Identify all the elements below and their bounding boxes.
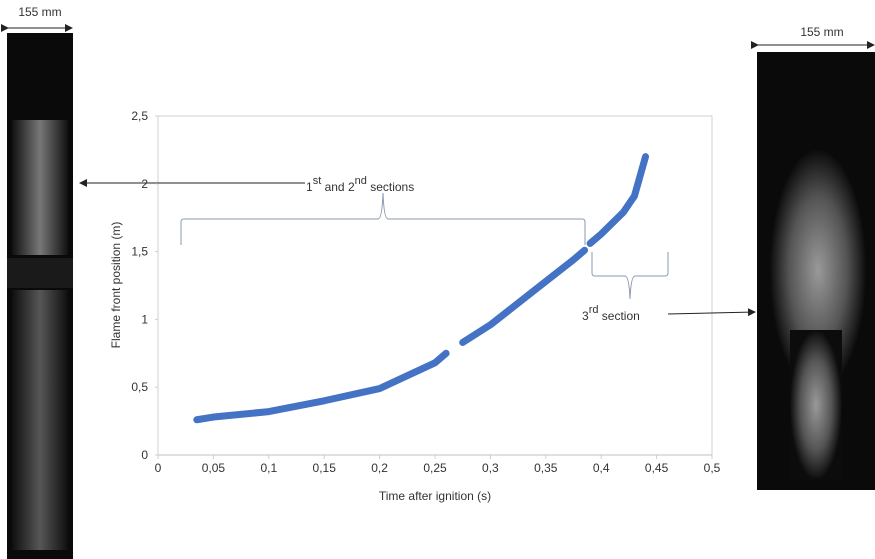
x-axis-label: Time after ignition (s) <box>379 489 491 503</box>
y-tick-label: 1 <box>141 312 148 326</box>
brace <box>180 192 586 245</box>
x-tick-label: 0,45 <box>645 461 669 475</box>
right-photo <box>757 52 875 490</box>
annotation-text: 3 <box>582 309 589 323</box>
brace <box>591 252 669 300</box>
x-tick-label: 0,05 <box>202 461 226 475</box>
annotation-text: st <box>313 175 322 187</box>
annotation-text: and 2 <box>321 180 355 194</box>
annotation-text: rd <box>589 304 599 316</box>
y-axis-label: Flame front position (m) <box>109 222 123 349</box>
x-tick-label: 0,5 <box>704 461 721 475</box>
y-tick-label: 2,5 <box>131 109 148 123</box>
x-tick-label: 0,15 <box>313 461 337 475</box>
y-tick-label: 2 <box>141 177 148 191</box>
annotation-text: 1 <box>306 180 313 194</box>
data-line <box>193 153 650 424</box>
left-photo <box>7 33 73 559</box>
x-tick-label: 0,3 <box>482 461 499 475</box>
x-tick-label: 0,1 <box>260 461 277 475</box>
scale-label: 155 mm <box>800 25 843 39</box>
scale-label: 155 mm <box>18 5 61 19</box>
x-tick-label: 0,2 <box>371 461 388 475</box>
arrow <box>667 308 756 317</box>
annotation-text: sections <box>367 180 414 194</box>
x-tick-label: 0 <box>155 461 162 475</box>
annotation-text: nd <box>355 175 367 187</box>
x-tick-label: 0,4 <box>593 461 610 475</box>
y-tick-label: 0,5 <box>131 380 148 394</box>
annotation: 1st and 2nd sections <box>306 175 414 194</box>
y-tick-label: 0 <box>141 448 148 462</box>
y-tick-label: 1,5 <box>131 245 148 259</box>
x-tick-label: 0,25 <box>423 461 447 475</box>
annotation: 3rd section <box>582 304 640 323</box>
x-tick-label: 0,35 <box>534 461 558 475</box>
annotation-text: section <box>598 309 639 323</box>
